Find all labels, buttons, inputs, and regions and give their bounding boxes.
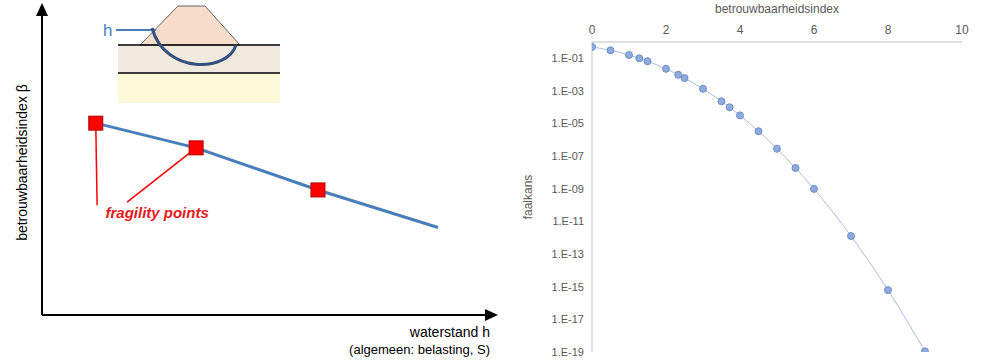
html-text:waterstand h: waterstand h	[409, 324, 490, 340]
svg-text:10: 10	[955, 23, 969, 37]
svg-text:h: h	[103, 21, 112, 40]
svg-text:1.E-05: 1.E-05	[552, 117, 584, 129]
svg-text:betrouwbaarheidsindex β: betrouwbaarheidsindex β	[14, 84, 30, 241]
svg-text:1.E-11: 1.E-11	[552, 215, 584, 227]
svg-text:6: 6	[811, 23, 818, 37]
svg-text:1.E-17: 1.E-17	[552, 313, 584, 325]
svg-text:1.E-15: 1.E-15	[552, 281, 584, 293]
svg-text:1.E-01: 1.E-01	[552, 52, 584, 64]
svg-text:1.E-03: 1.E-03	[552, 85, 584, 97]
svg-text:8: 8	[885, 23, 892, 37]
svg-text:1.E-07: 1.E-07	[552, 150, 584, 162]
svg-text:1.E-13: 1.E-13	[552, 248, 584, 260]
svg-text:4: 4	[737, 23, 744, 37]
svg-text:betrouwbaarheidsindex: betrouwbaarheidsindex	[715, 2, 839, 16]
svg-text:2: 2	[663, 23, 670, 37]
svg-text:fragility points: fragility points	[105, 204, 208, 221]
svg-text:faalkans: faalkans	[521, 175, 535, 220]
html-text:(algemeen: belasting, S): (algemeen: belasting, S)	[349, 342, 490, 357]
svg-text:0: 0	[589, 23, 596, 37]
svg-text:1.E-19: 1.E-19	[552, 346, 584, 358]
svg-text:1.E-09: 1.E-09	[552, 183, 584, 195]
